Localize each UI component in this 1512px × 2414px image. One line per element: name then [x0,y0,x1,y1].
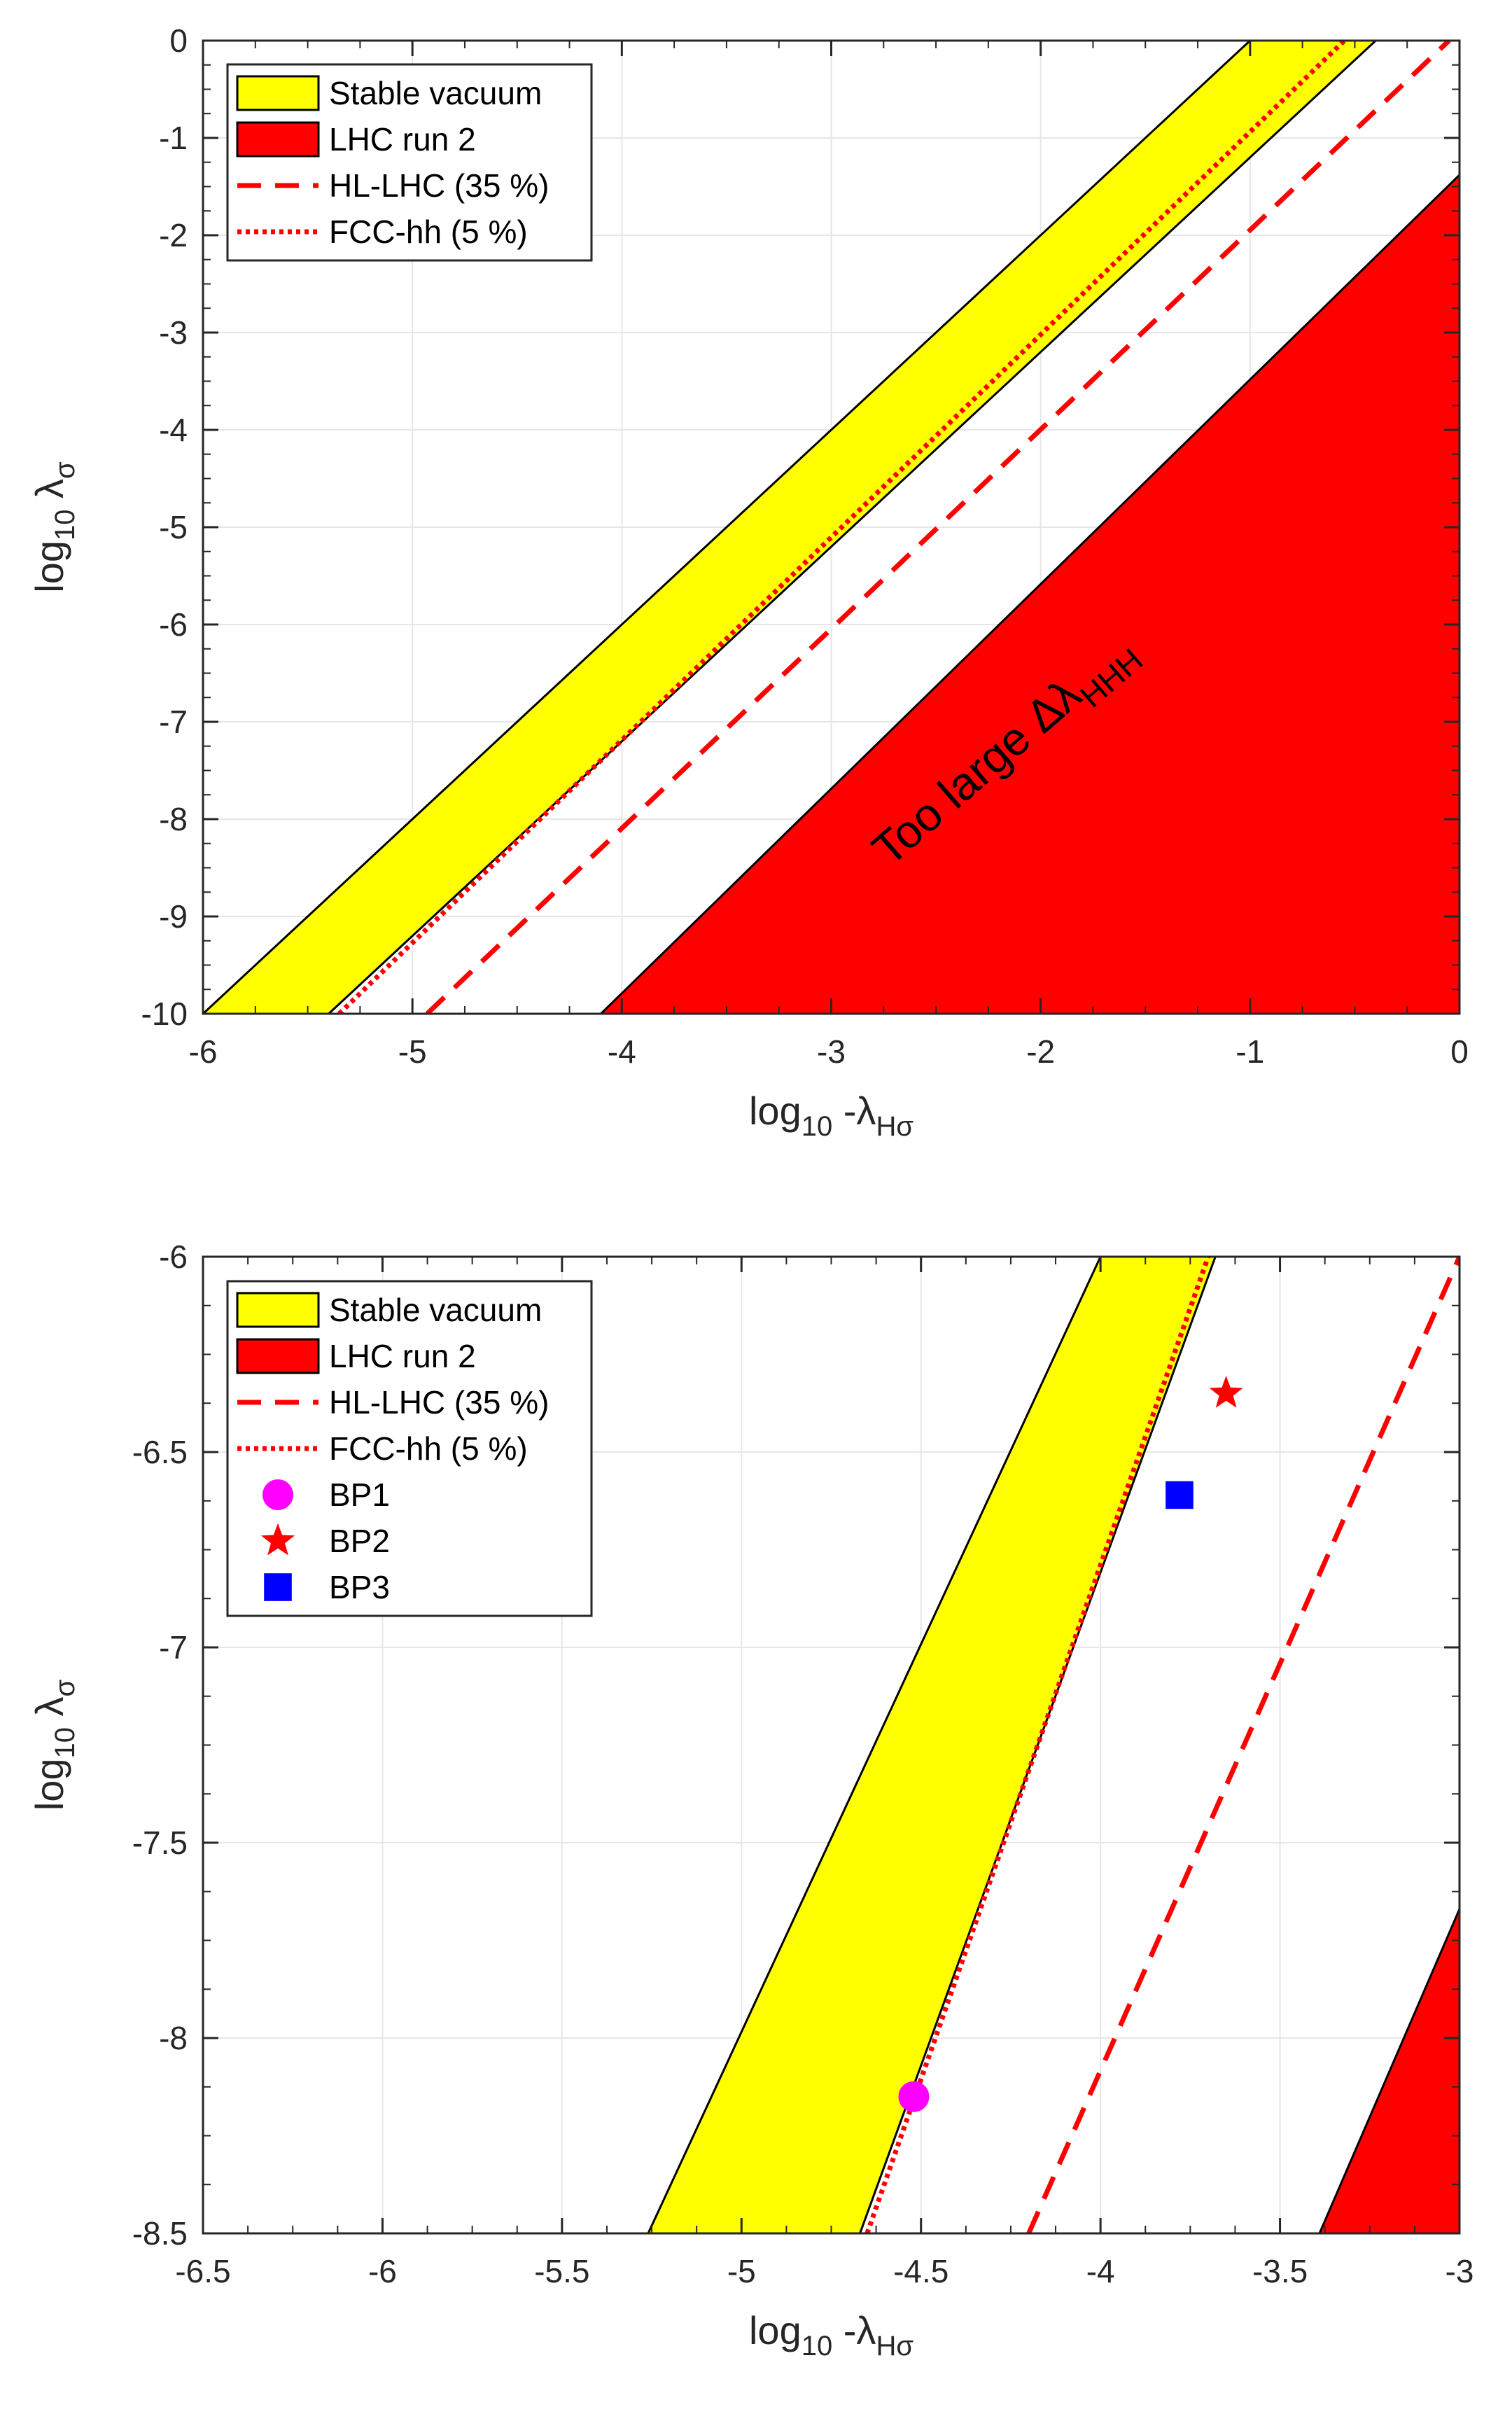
top-chart: Too large ΔλHHH-6 -5 -4 -3 -2 -1 00-1-2-3-4-5-… [27,22,1469,1142]
legend-swatch-lhc-run2 [236,121,320,158]
y-label-rest: λ [27,479,71,510]
y-tick-label: -8 [159,2020,188,2056]
x-tick-label: -6 [189,1033,218,1070]
y-tick-label: -7 [159,704,188,740]
legend-swatch-stable-vacuum [236,75,320,111]
y-label-rest: λ [27,1696,71,1727]
stable-vacuum-band [647,1257,1217,2233]
legend-label: BP3 [329,1569,390,1605]
x-label-rest: -λ [832,2308,876,2352]
legend-label: Stable vacuum [329,1292,542,1328]
x-label-sub: 10 [802,1111,833,1142]
hl-lhc-line [1026,1257,1460,2233]
legend-label: FCC-hh (5 %) [329,214,528,250]
y-tick-label: -7.5 [132,1825,188,1861]
legend-marker-bp3 [264,1573,292,1601]
hl-lhc-line [425,41,1451,1014]
y-tick-label: -2 [159,217,188,253]
bp1-point [898,2081,930,2112]
y-label-sub: 10 [50,1727,80,1759]
bp2-point [1209,1376,1243,1408]
bottom-chart: -6.5 -6 -5.5 -5 -4.5 -4 -3.5 -3 -6 -6.5 -7 -7.5 -8 -8… [27,1239,1474,2361]
x-tick-label: -5 [727,2253,756,2289]
y-axis-label: log10 λσ [27,1679,80,1810]
bp3-point [1166,1481,1194,1509]
x-tick-label: -3 [1446,2253,1474,2289]
stable-vacuum-band [203,41,1377,1014]
x-tick-label: -1 [1236,1033,1264,1070]
legend-label: Stable vacuum [329,75,542,111]
legend-label: LHC run 2 [329,1338,476,1374]
y-tick-label: -5 [159,509,188,545]
x-axis-label: log10 -λHσ [749,1089,913,1142]
y-tick-label: -4 [159,412,188,448]
y-label-sub: 10 [50,510,80,541]
x-tick-label: -3 [817,1033,846,1070]
y-tick-label: -7 [159,1629,188,1666]
y-label-sub2: σ [50,461,80,479]
y-label-sub2: σ [50,1679,80,1696]
y-tick-label: -6 [159,606,188,643]
legend-label: BP2 [329,1523,390,1559]
x-tick-label: -4 [608,1033,636,1070]
legend-label: BP1 [329,1477,390,1513]
lhc-run2-region [599,173,1460,1014]
x-label-sub: 10 [802,2331,833,2361]
y-tick-label: -9 [159,898,188,935]
y-tick-label: -6 [159,1239,188,1275]
x-tick-label: 0 [1450,1033,1469,1070]
lhc-run2-region [1318,1909,1460,2233]
legend-label: HL-LHC (35 %) [329,1384,549,1421]
legend-marker-bp1 [262,1479,293,1510]
x-tick-label: -5.5 [534,2253,589,2289]
x-tick-label: -5 [398,1033,427,1070]
x-label-sub2: Hσ [876,2331,913,2361]
x-tick-label: -4.5 [893,2253,948,2289]
fcc-hh-line [337,41,1346,1014]
x-tick-label: -2 [1026,1033,1055,1070]
x-tick-label: -4 [1086,2253,1115,2289]
x-tick-label: -6.5 [175,2253,230,2289]
y-tick-label: -1 [159,120,188,156]
x-label-rest: -λ [832,1089,876,1133]
legend-swatch-stable-vacuum [236,1292,320,1328]
y-tick-label: 0 [169,22,188,59]
legend-label: LHC run 2 [329,121,476,158]
y-tick-label: -3 [159,314,188,351]
legend: Stable vacuum LHC run 2 HL-LHC (35 %) FCC-h… [226,63,593,262]
y-tick-label: -8.5 [132,2215,188,2252]
y-tick-label: -10 [141,996,188,1032]
legend-marker-bp2 [260,1523,295,1556]
plot-content [203,41,1460,1014]
y-axis-label: log10 λσ [27,461,80,593]
legend-swatch-lhc-run2 [236,1338,320,1374]
legend-label: HL-LHC (35 %) [329,167,549,204]
y-tick-label: -6.5 [132,1434,188,1470]
x-tick-label: -3.5 [1252,2253,1308,2289]
legend-label: FCC-hh (5 %) [329,1430,528,1467]
plot-content [647,1257,1460,2233]
x-axis-label: log10 -λHσ [749,2308,913,2361]
legend: Stable vacuum LHC run 2 HL-LHC (35 %) FCC-h… [226,1280,593,1617]
y-tick-label: -8 [159,801,188,837]
x-label-sub2: Hσ [876,1111,913,1142]
x-tick-label: -6 [368,2253,397,2289]
